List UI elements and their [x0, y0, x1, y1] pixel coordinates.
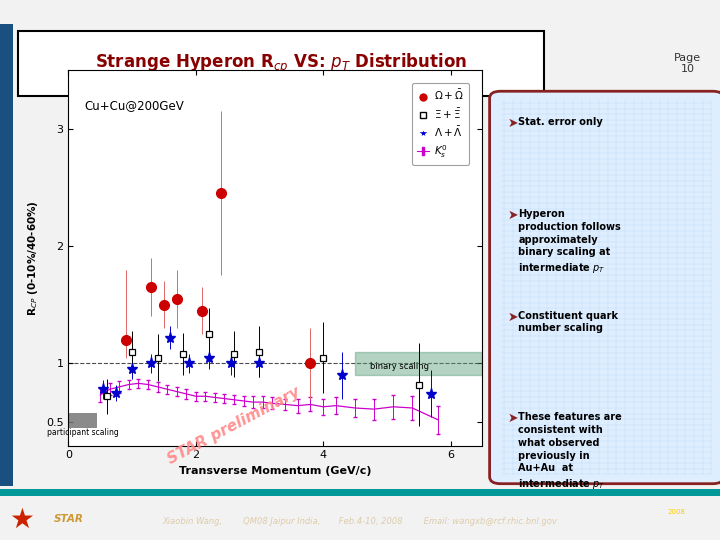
Text: Strange Hyperon R$_{cp}$ VS: $p_T$ Distribution: Strange Hyperon R$_{cp}$ VS: $p_T$ Distr…	[95, 51, 467, 76]
Bar	[0, 24, 13, 486]
Bar	[68, 413, 97, 428]
Text: ➤: ➤	[508, 117, 518, 130]
Y-axis label: R$_{CP}$ (0-10%/40-60%): R$_{CP}$ (0-10%/40-60%)	[27, 200, 40, 316]
FancyBboxPatch shape	[490, 91, 720, 484]
Text: Xiaobin Wang,        QM08 Jaipur India,       Feb.4-10, 2008        Email: wangx: Xiaobin Wang, QM08 Jaipur India, Feb.4-1…	[163, 517, 557, 525]
Text: ➤: ➤	[508, 209, 518, 222]
Text: Constituent quark
number scaling: Constituent quark number scaling	[518, 310, 618, 333]
X-axis label: Transverse Momentum (GeV/c): Transverse Momentum (GeV/c)	[179, 466, 372, 476]
Text: Page
10: Page 10	[674, 53, 701, 75]
Text: Stat. error only: Stat. error only	[518, 117, 603, 127]
Text: Hyperon
production follows
approximately
binary scaling at
intermediate $p_T$: Hyperon production follows approximately…	[518, 209, 621, 275]
Text: 2008: 2008	[668, 509, 685, 515]
Text: binary scaling: binary scaling	[370, 362, 429, 372]
Text: STAR preliminary: STAR preliminary	[165, 384, 303, 467]
Text: participant scaling: participant scaling	[47, 428, 118, 436]
Text: Cu+Cu@200GeV: Cu+Cu@200GeV	[84, 99, 184, 112]
Text: ★: ★	[9, 505, 34, 534]
Text: These features are
consistent with
what observed
previously in
Au+Au  at
interme: These features are consistent with what …	[518, 412, 622, 491]
Text: ➤: ➤	[508, 412, 518, 425]
Text: ➤: ➤	[508, 310, 518, 323]
Bar	[0, 489, 720, 496]
Text: STAR: STAR	[54, 515, 84, 524]
Legend: $\Omega+\bar{\Omega}$, $\Xi+\bar{\Xi}$, $\Lambda+\bar{\Lambda}$, $K_s^0$: $\Omega+\bar{\Omega}$, $\Xi+\bar{\Xi}$, …	[412, 83, 469, 165]
FancyBboxPatch shape	[18, 31, 544, 96]
